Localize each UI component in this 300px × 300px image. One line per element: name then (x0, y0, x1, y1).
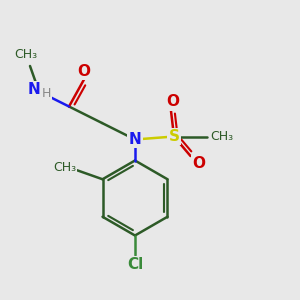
Text: O: O (77, 64, 91, 79)
Text: S: S (169, 129, 179, 144)
Text: H: H (42, 87, 51, 101)
Text: N: N (129, 132, 141, 147)
Text: CH₃: CH₃ (210, 130, 233, 143)
Text: CH₃: CH₃ (14, 48, 37, 61)
Text: O: O (166, 94, 179, 110)
Text: O: O (192, 156, 206, 171)
Text: CH₃: CH₃ (53, 161, 76, 174)
Text: Cl: Cl (127, 257, 143, 272)
Text: N: N (27, 82, 40, 98)
